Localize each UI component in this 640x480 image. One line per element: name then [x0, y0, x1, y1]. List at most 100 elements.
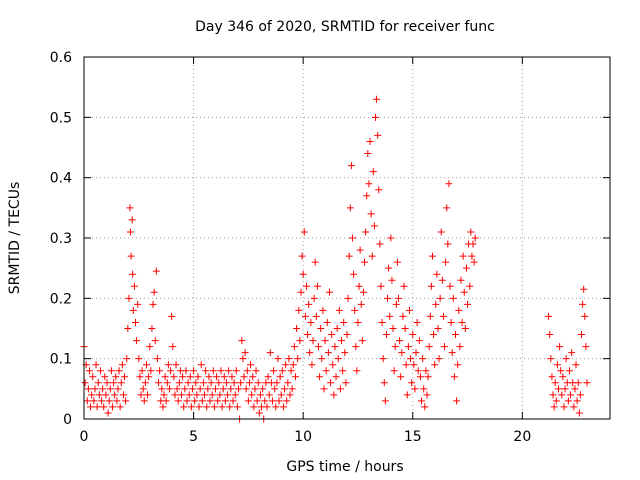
data-point: [345, 252, 353, 260]
data-point: [110, 379, 118, 387]
data-point: [158, 385, 166, 393]
data-point: [135, 355, 143, 363]
data-point: [217, 367, 225, 375]
data-point: [374, 131, 382, 139]
data-point: [375, 186, 383, 194]
data-point: [230, 379, 238, 387]
data-point: [229, 397, 237, 405]
data-point: [186, 373, 194, 381]
data-point: [359, 288, 367, 296]
data-point: [244, 397, 252, 405]
data-point: [313, 282, 321, 290]
data-point: [391, 343, 399, 351]
data-point: [323, 318, 331, 326]
data-point: [179, 373, 187, 381]
data-point: [556, 343, 564, 351]
data-point: [378, 318, 386, 326]
data-point: [461, 325, 469, 332]
data-point: [220, 373, 228, 381]
data-point: [570, 403, 578, 411]
data-point: [412, 349, 420, 357]
data-point: [112, 373, 120, 381]
data-point: [311, 258, 319, 266]
data-point: [407, 355, 415, 363]
data-point: [118, 361, 126, 369]
data-point: [419, 355, 427, 363]
data-point: [404, 343, 412, 351]
data-point: [343, 331, 351, 339]
data-point: [364, 150, 372, 158]
data-point: [371, 113, 379, 121]
data-point: [199, 379, 207, 387]
data-point: [338, 337, 346, 345]
data-point: [161, 373, 169, 381]
data-point: [83, 397, 91, 405]
data-point: [187, 403, 195, 411]
data-point: [283, 397, 291, 405]
data-point: [261, 397, 269, 405]
data-point: [297, 288, 305, 296]
data-point: [572, 361, 580, 369]
data-point: [302, 282, 310, 290]
data-point: [106, 385, 114, 393]
data-point: [425, 343, 433, 351]
data-point: [384, 294, 392, 302]
data-point: [427, 282, 435, 290]
data-point: [271, 385, 279, 393]
data-point: [238, 337, 246, 345]
data-point: [330, 391, 338, 399]
data-point: [98, 397, 106, 405]
data-point: [553, 361, 561, 369]
data-point: [438, 276, 446, 284]
data-point: [228, 373, 236, 381]
data-point: [347, 162, 355, 170]
data-point: [370, 222, 378, 230]
data-point: [385, 264, 393, 272]
data-point: [310, 294, 318, 302]
data-point: [433, 270, 441, 278]
data-point: [163, 379, 171, 387]
data-point: [431, 361, 439, 369]
data-point: [212, 385, 219, 393]
data-point: [113, 397, 121, 405]
data-point: [94, 379, 102, 387]
data-point: [286, 391, 294, 399]
data-point: [363, 192, 371, 200]
data-point: [309, 337, 317, 345]
data-point: [207, 379, 215, 387]
data-point: [344, 294, 352, 302]
data-point: [245, 379, 253, 387]
data-point: [339, 367, 347, 375]
data-point: [340, 318, 348, 326]
data-point: [576, 391, 584, 399]
data-point: [299, 270, 307, 278]
data-point: [573, 397, 581, 405]
data-point: [547, 355, 555, 363]
x-tick-label: 15: [404, 429, 422, 445]
data-point: [136, 373, 144, 381]
data-point: [439, 312, 447, 320]
data-point: [119, 391, 127, 399]
data-point: [288, 385, 296, 393]
data-point: [188, 385, 196, 393]
data-point: [583, 379, 591, 387]
y-axis-label: SRMTID / TECUs: [7, 182, 23, 295]
data-point: [423, 391, 431, 399]
data-point: [392, 300, 400, 308]
data-point: [449, 294, 457, 302]
data-point: [206, 397, 214, 405]
data-point: [272, 403, 280, 411]
data-point: [295, 306, 303, 314]
data-point: [296, 337, 304, 345]
data-point: [277, 391, 285, 399]
data-point: [320, 385, 328, 393]
data-point: [342, 379, 350, 387]
data-point: [221, 397, 229, 405]
data-point: [321, 337, 329, 345]
data-point: [181, 385, 189, 393]
data-point: [81, 379, 89, 387]
data-point: [467, 228, 475, 236]
data-point: [250, 403, 258, 411]
data-point: [418, 397, 426, 405]
